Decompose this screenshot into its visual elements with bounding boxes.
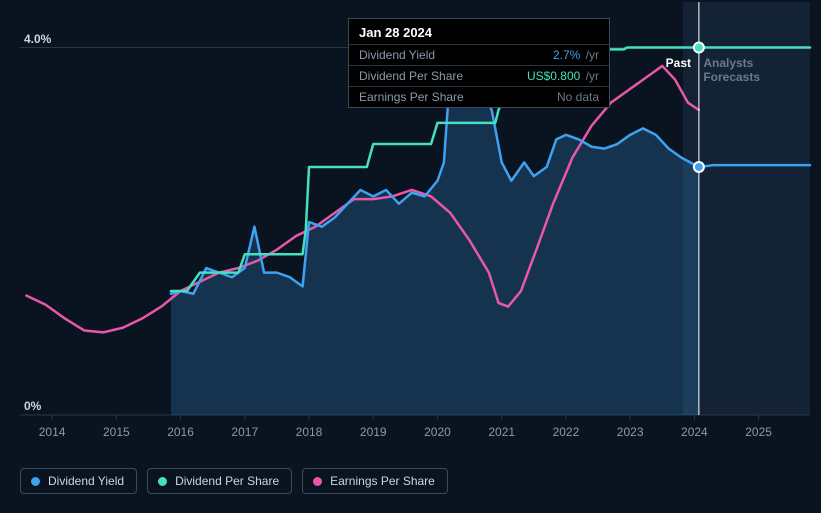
legend-item-dividend-per-share[interactable]: Dividend Per Share [147, 468, 292, 494]
legend-item-earnings-per-share[interactable]: Earnings Per Share [302, 468, 448, 494]
dividend-chart: 0% 4.0% 2014 2015 2016 2017 2018 2019 2020 2021 2… [0, 0, 821, 508]
tooltip-row-label: Dividend Yield [359, 48, 435, 62]
y-axis-label: 0% [24, 399, 41, 413]
tooltip-row-unit: /yr [582, 69, 599, 83]
cursor-marker [694, 162, 704, 172]
tooltip-row-value-wrap: No data [557, 90, 599, 104]
x-axis-label: 2018 [296, 425, 323, 439]
region-label-past: Past [666, 56, 691, 70]
legend-item-label: Earnings Per Share [330, 474, 435, 488]
x-axis-label: 2015 [103, 425, 130, 439]
x-axis-label: 2021 [488, 425, 515, 439]
x-axis-label: 2020 [424, 425, 451, 439]
tooltip-row-value-wrap: US$0.800 /yr [527, 69, 599, 83]
tooltip-row: Dividend Per Share US$0.800 /yr [349, 65, 609, 86]
legend-dot-icon [158, 477, 167, 486]
x-axis-label: 2024 [681, 425, 708, 439]
y-axis-label: 4.0% [24, 32, 51, 46]
x-axis-label: 2022 [553, 425, 580, 439]
legend-dot-icon [31, 477, 40, 486]
x-axis-label: 2019 [360, 425, 387, 439]
tooltip-row-value: No data [557, 90, 599, 104]
tooltip-row-label: Dividend Per Share [359, 69, 463, 83]
tooltip-row-value: US$0.800 [527, 69, 580, 83]
cursor-marker [694, 43, 704, 53]
legend-item-dividend-yield[interactable]: Dividend Yield [20, 468, 137, 494]
tooltip-row: Dividend Yield 2.7% /yr [349, 44, 609, 65]
chart-tooltip: Jan 28 2024 Dividend Yield2.7% /yrDivide… [348, 18, 610, 108]
legend-dot-icon [313, 477, 322, 486]
x-axis-label: 2025 [745, 425, 772, 439]
tooltip-row-label: Earnings Per Share [359, 90, 464, 104]
chart-legend: Dividend Yield Dividend Per Share Earnings… [20, 468, 448, 494]
tooltip-row-value: 2.7% [553, 48, 580, 62]
x-axis-label: 2014 [39, 425, 66, 439]
tooltip-row: Earnings Per Share No data [349, 86, 609, 107]
legend-item-label: Dividend Per Share [175, 474, 279, 488]
tooltip-date: Jan 28 2024 [349, 19, 609, 44]
tooltip-row-unit: /yr [582, 48, 599, 62]
region-label-forecast: Analysts Forecasts [703, 56, 781, 84]
tooltip-row-value-wrap: 2.7% /yr [553, 48, 599, 62]
legend-item-label: Dividend Yield [48, 474, 124, 488]
x-axis-label: 2023 [617, 425, 644, 439]
x-axis-label: 2016 [167, 425, 194, 439]
x-axis-label: 2017 [231, 425, 258, 439]
